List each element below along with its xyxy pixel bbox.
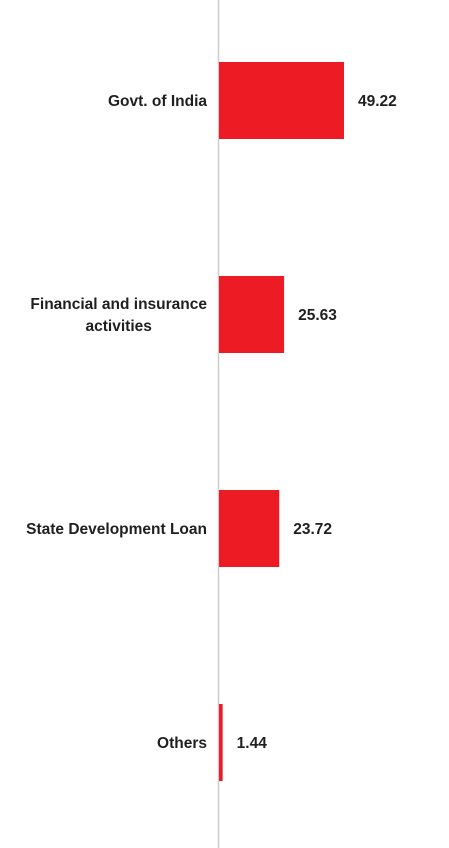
bar: [219, 62, 344, 139]
bars-group: [219, 62, 344, 781]
category-label: Govt. of India: [108, 93, 207, 110]
value-label: 25.63: [298, 307, 337, 324]
category-label-line: State Development Loan: [26, 521, 207, 538]
category-label-line: Financial and insurance: [30, 296, 207, 313]
category-label: Financial and insurance activities: [30, 296, 207, 335]
category-label-line: activities: [86, 318, 152, 335]
category-label-line: Others: [157, 735, 207, 752]
value-label: 23.72: [293, 521, 332, 538]
bar: [219, 490, 280, 567]
bar: [219, 276, 285, 353]
category-label: State Development Loan: [26, 521, 207, 538]
value-label: 49.22: [358, 93, 397, 110]
labels-group: 49.22 Govt. of India 25.63 Financial and in…: [26, 93, 397, 752]
value-label: 1.44: [237, 735, 268, 752]
bar: [219, 704, 223, 781]
category-label-line: Govt. of India: [108, 93, 207, 110]
category-label: Others: [157, 735, 207, 752]
